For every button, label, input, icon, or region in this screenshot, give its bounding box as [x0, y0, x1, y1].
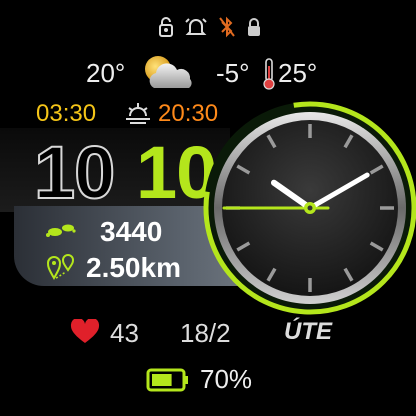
step-count: 3440: [100, 216, 162, 248]
date-day-month: 18/2: [180, 318, 231, 349]
alarm-bell-icon: [184, 16, 208, 38]
lock-icon: [158, 16, 174, 38]
lock-closed-icon: [246, 16, 262, 38]
partly-cloudy-icon: [140, 54, 198, 92]
clock-center-dot: [308, 206, 313, 211]
battery-percentage: 70%: [200, 364, 252, 395]
footsteps-icon: [46, 221, 76, 239]
status-icons: [150, 14, 270, 40]
current-temperature: 20°: [86, 56, 125, 90]
weather-row: 20° -5° 25°: [78, 56, 348, 92]
distance: 2.50km: [86, 252, 181, 284]
weekday: ÚTE: [284, 318, 332, 346]
max-temperature: 25°: [278, 56, 317, 90]
thermometer-icon: [262, 58, 276, 90]
min-temperature: -5°: [216, 56, 250, 90]
battery-fill: [152, 374, 172, 386]
heart-rate: 43: [110, 318, 139, 349]
sunrise-sunset-icon: [124, 100, 152, 126]
analog-clock: [202, 100, 416, 316]
distance-pins-icon: [46, 254, 76, 280]
sunrise-time: 03:30: [36, 100, 96, 128]
bluetooth-disabled-icon: [218, 16, 236, 38]
battery-icon: [146, 367, 190, 393]
digital-hours: 10: [34, 138, 114, 208]
heart-icon: [70, 319, 100, 345]
